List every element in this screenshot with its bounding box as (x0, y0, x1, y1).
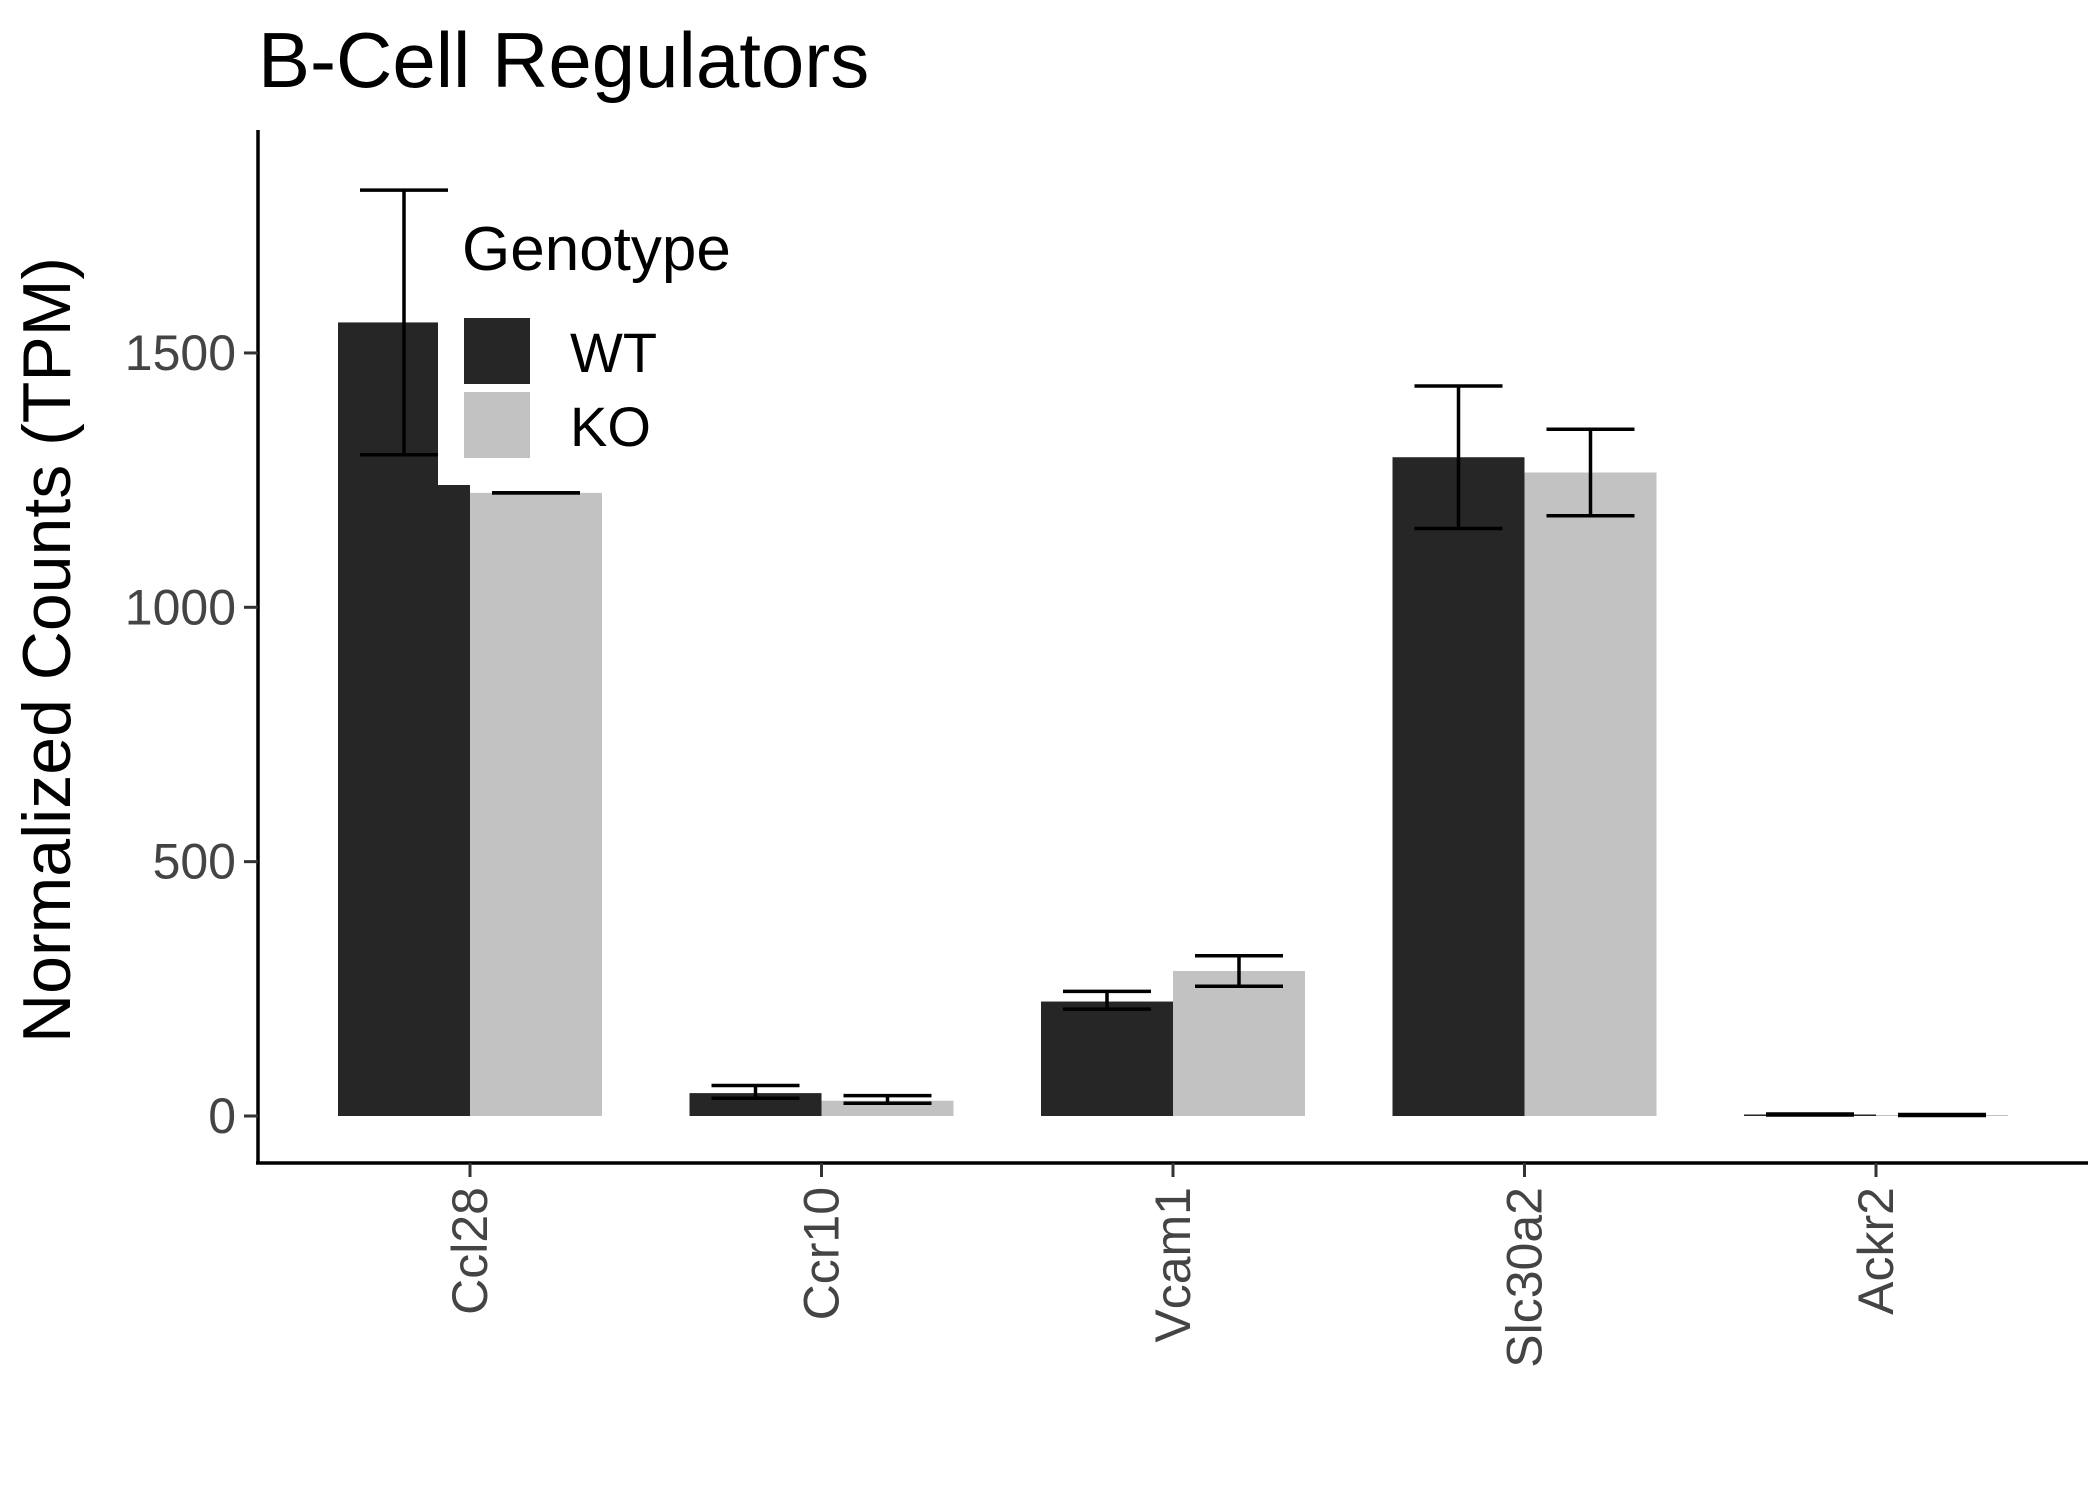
error-bar-wt-ccl28 (360, 188, 448, 457)
bars-layer (338, 322, 2008, 1117)
error-bar-ko-ccr10 (843, 1093, 932, 1106)
error-bars-layer (360, 188, 1986, 1118)
x-ticks-layer: Ccl28 Ccr10 Vcam1 Slc30a2 Ackr2 (442, 1163, 1904, 1368)
bar-wt-slc30a2 (1392, 457, 1525, 1116)
bar-ko-vcam1 (1173, 971, 1305, 1116)
y-ticks-layer: 0 500 1000 1500 (125, 325, 258, 1144)
x-tick-label-ccl28: Ccl28 (442, 1187, 498, 1315)
legend-key-ko (464, 392, 530, 458)
bar-ko-slc30a2 (1524, 472, 1657, 1116)
y-tick-label-0: 0 (208, 1088, 236, 1144)
x-tick-label-vcam1: Vcam1 (1145, 1187, 1201, 1343)
bar-wt-vcam1 (1041, 1001, 1173, 1116)
error-bar-wt-ackr2 (1766, 1112, 1854, 1117)
legend-label-ko: KO (570, 395, 651, 458)
bar-ko-ccl28 (470, 492, 602, 1116)
error-bar-wt-vcam1 (1063, 989, 1151, 1011)
x-tick-label-ccr10: Ccr10 (794, 1187, 850, 1320)
x-tick-label-ackr2: Ackr2 (1848, 1187, 1904, 1315)
error-bar-wt-ccr10 (711, 1083, 800, 1100)
y-axis-label: Normalized Counts (TPM) (9, 257, 85, 1043)
legend-key-wt (464, 318, 530, 384)
error-bar-ko-vcam1 (1195, 954, 1283, 989)
legend-title: Genotype (462, 215, 731, 284)
legend-label-wt: WT (570, 321, 657, 384)
error-bar-ko-ackr2 (1898, 1112, 1986, 1118)
y-tick-label-500: 500 (153, 834, 236, 890)
error-bar-wt-slc30a2 (1414, 384, 1503, 531)
legend: Genotype WT KO (438, 195, 731, 485)
error-bar-ko-slc30a2 (1546, 427, 1635, 518)
chart-title: B-Cell Regulators (258, 16, 869, 104)
y-tick-label-1500: 1500 (125, 325, 236, 381)
y-tick-label-1000: 1000 (125, 579, 236, 635)
x-tick-label-slc30a2: Slc30a2 (1497, 1187, 1553, 1368)
